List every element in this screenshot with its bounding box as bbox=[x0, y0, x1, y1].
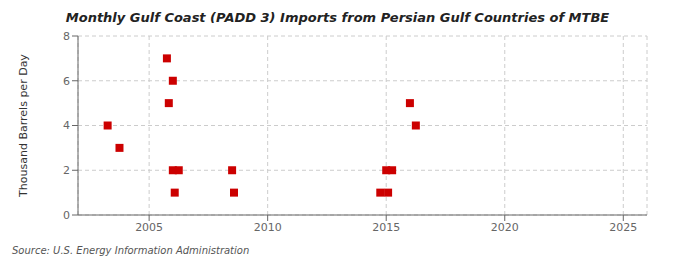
svg-text:2005: 2005 bbox=[135, 221, 163, 234]
svg-text:4: 4 bbox=[63, 119, 70, 132]
svg-text:2025: 2025 bbox=[609, 221, 637, 234]
svg-text:8: 8 bbox=[63, 30, 70, 43]
svg-text:2010: 2010 bbox=[254, 221, 282, 234]
svg-text:2015: 2015 bbox=[372, 221, 400, 234]
svg-text:2: 2 bbox=[63, 164, 70, 177]
html-text:Source: U.S. Energy Informatio: Source: U.S. Energy Information Administ… bbox=[12, 245, 250, 256]
svg-text:6: 6 bbox=[63, 75, 70, 88]
html-text:Monthly Gulf Coast (PADD 3) Im: Monthly Gulf Coast (PADD 3) Imports from… bbox=[65, 10, 610, 25]
svg-text:Thousand Barrels per Day: Thousand Barrels per Day bbox=[17, 54, 30, 198]
svg-text:0: 0 bbox=[63, 209, 70, 222]
svg-text:2020: 2020 bbox=[491, 221, 519, 234]
